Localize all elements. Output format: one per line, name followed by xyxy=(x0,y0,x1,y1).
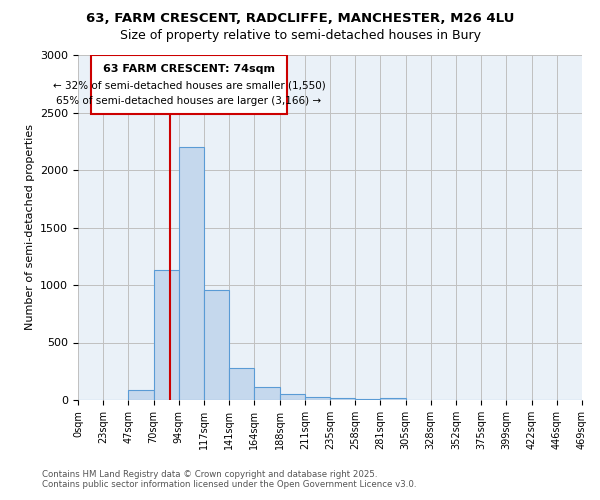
Text: ← 32% of semi-detached houses are smaller (1,550): ← 32% of semi-detached houses are smalle… xyxy=(53,80,325,90)
Bar xyxy=(305,396,330,400)
Bar xyxy=(280,394,305,400)
Text: 63 FARM CRESCENT: 74sqm: 63 FARM CRESCENT: 74sqm xyxy=(103,64,275,74)
Bar xyxy=(330,398,355,400)
Text: 63, FARM CRESCENT, RADCLIFFE, MANCHESTER, M26 4LU: 63, FARM CRESCENT, RADCLIFFE, MANCHESTER… xyxy=(86,12,514,26)
Text: Size of property relative to semi-detached houses in Bury: Size of property relative to semi-detach… xyxy=(119,29,481,42)
Bar xyxy=(204,290,229,400)
Bar xyxy=(91,55,287,114)
Text: 65% of semi-detached houses are larger (3,166) →: 65% of semi-detached houses are larger (… xyxy=(56,96,322,106)
Bar xyxy=(128,390,154,400)
Bar xyxy=(355,399,380,400)
Y-axis label: Number of semi-detached properties: Number of semi-detached properties xyxy=(25,124,35,330)
Bar xyxy=(179,147,204,400)
Text: Contains HM Land Registry data © Crown copyright and database right 2025.
Contai: Contains HM Land Registry data © Crown c… xyxy=(42,470,416,489)
Bar xyxy=(229,368,254,400)
Bar xyxy=(154,270,179,400)
Bar xyxy=(254,387,280,400)
Bar xyxy=(380,398,406,400)
